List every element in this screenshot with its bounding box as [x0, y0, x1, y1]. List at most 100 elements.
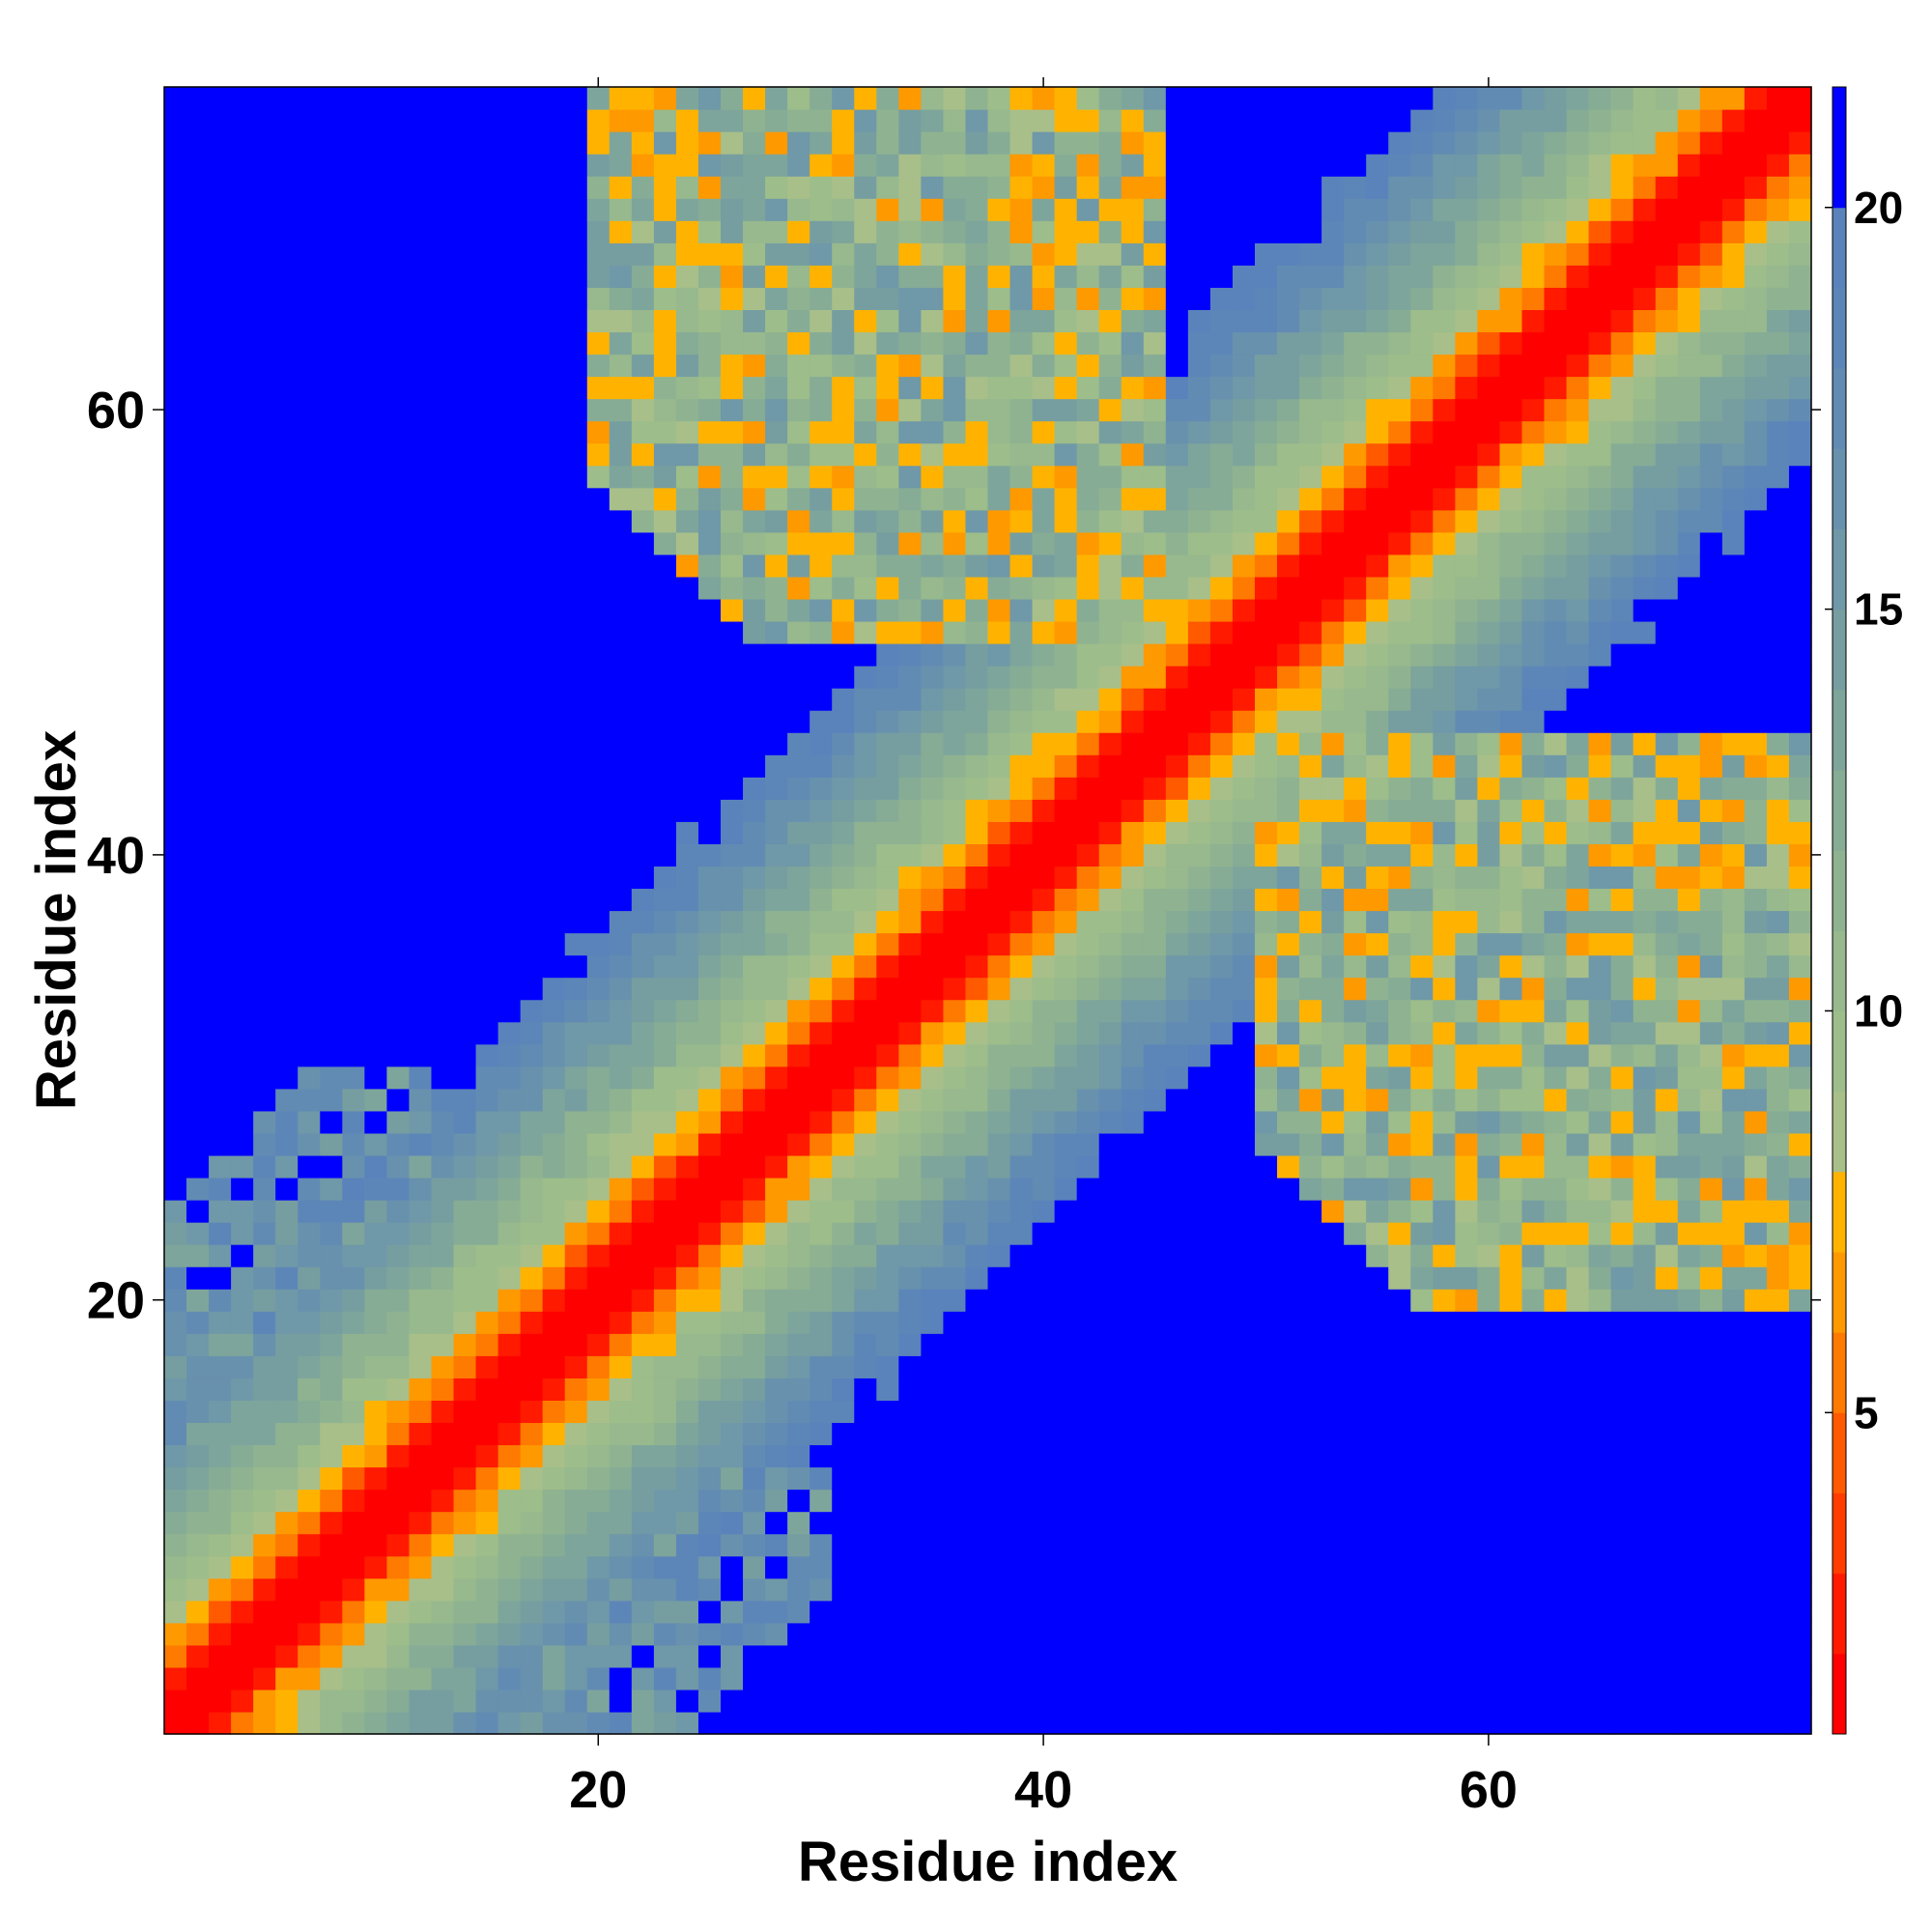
heatmap-cell: [164, 220, 187, 243]
heatmap-cell: [475, 977, 499, 1001]
heatmap-cell: [1277, 376, 1300, 400]
heatmap-cell: [253, 398, 276, 422]
heatmap-cell: [1009, 220, 1034, 243]
heatmap-cell: [320, 598, 343, 622]
heatmap-cell: [253, 754, 276, 778]
heatmap-cell: [1544, 1378, 1568, 1401]
heatmap-cell: [386, 1065, 411, 1090]
heatmap-cell: [1433, 1644, 1456, 1668]
heatmap-cell: [1610, 799, 1634, 822]
heatmap-cell: [1344, 777, 1367, 800]
heatmap-cell: [1344, 1154, 1367, 1179]
heatmap-cell: [1165, 154, 1189, 177]
heatmap-cell: [1076, 465, 1100, 489]
heatmap-cell: [164, 487, 187, 511]
heatmap-cell: [1544, 1244, 1568, 1267]
heatmap-cell: [987, 442, 1011, 467]
heatmap-cell: [743, 1021, 766, 1045]
heatmap-cell: [209, 910, 232, 934]
heatmap-cell: [1366, 1110, 1389, 1134]
heatmap-cell: [1165, 1088, 1189, 1112]
heatmap-cell: [898, 487, 922, 511]
heatmap-cell: [1232, 1444, 1256, 1468]
heatmap-cell: [1321, 777, 1345, 800]
heatmap-cell: [653, 732, 677, 755]
heatmap-cell: [1544, 1555, 1568, 1579]
heatmap-cell: [1410, 420, 1434, 444]
heatmap-cell: [453, 376, 477, 400]
heatmap-cell: [386, 309, 411, 333]
heatmap-cell: [342, 732, 365, 755]
heatmap-cell: [1032, 87, 1056, 110]
heatmap-cell: [1433, 1110, 1456, 1134]
heatmap-cell: [164, 777, 187, 800]
heatmap-cell: [409, 1065, 433, 1090]
heatmap-cell: [1455, 598, 1478, 622]
heatmap-cell: [810, 1355, 833, 1378]
heatmap-cell: [342, 1021, 365, 1045]
heatmap-cell: [898, 932, 922, 956]
heatmap-cell: [1410, 1666, 1434, 1690]
heatmap-cell: [1209, 176, 1234, 199]
heatmap-cell: [564, 554, 588, 578]
heatmap-cell: [1521, 465, 1546, 489]
heatmap-cell: [987, 598, 1011, 622]
heatmap-cell: [1299, 1666, 1322, 1690]
heatmap-cell: [1187, 999, 1211, 1023]
heatmap-cell: [987, 309, 1011, 333]
heatmap-cell: [1633, 442, 1657, 467]
heatmap-cell: [1187, 487, 1211, 511]
heatmap-cell: [1344, 1533, 1367, 1557]
heatmap-cell: [320, 666, 343, 689]
heatmap-cell: [1410, 1244, 1434, 1267]
heatmap-cell: [876, 866, 899, 890]
heatmap-cell: [1299, 287, 1322, 310]
heatmap-cell: [564, 1244, 588, 1267]
heatmap-cell: [298, 977, 321, 1001]
heatmap-cell: [186, 1043, 210, 1067]
heatmap-cell: [1277, 87, 1300, 110]
heatmap-cell: [1544, 531, 1568, 555]
heatmap-cell: [1009, 1378, 1034, 1401]
heatmap-cell: [1633, 1200, 1657, 1223]
heatmap-cell: [520, 1289, 544, 1312]
heatmap-cell: [409, 954, 433, 979]
heatmap-cell: [1209, 509, 1234, 533]
heatmap-cell: [653, 710, 677, 733]
heatmap-cell: [386, 910, 411, 934]
heatmap-cell: [631, 888, 655, 912]
heatmap-cell: [431, 109, 455, 132]
heatmap-cell: [1299, 1511, 1322, 1535]
heatmap-cell: [1366, 643, 1389, 667]
heatmap-cell: [164, 420, 187, 444]
heatmap-cell: [943, 1422, 967, 1446]
heatmap-cell: [253, 999, 276, 1023]
heatmap-cell: [631, 620, 655, 644]
heatmap-cell: [1209, 1065, 1234, 1090]
heatmap-cell: [1032, 198, 1056, 221]
heatmap-cell: [787, 1422, 810, 1446]
heatmap-cell: [675, 465, 699, 489]
heatmap-cell: [965, 1355, 989, 1378]
heatmap-cell: [1544, 465, 1568, 489]
heatmap-cell: [1521, 1289, 1546, 1312]
heatmap-cell: [164, 1154, 187, 1179]
heatmap-cell: [1121, 242, 1145, 266]
heatmap-cell: [1544, 1065, 1568, 1090]
heatmap-cell: [475, 799, 499, 822]
heatmap-cell: [542, 1444, 566, 1468]
heatmap-cell: [520, 954, 544, 979]
heatmap-cell: [386, 87, 411, 110]
heatmap-cell: [1521, 576, 1546, 600]
heatmap-cell: [876, 1711, 899, 1735]
heatmap-cell: [987, 620, 1011, 644]
heatmap-cell: [1321, 1422, 1345, 1446]
heatmap-cell: [1032, 1378, 1056, 1401]
heatmap-cell: [1076, 87, 1100, 110]
heatmap-cell: [1254, 1355, 1278, 1378]
heatmap-cell: [1544, 354, 1568, 378]
heatmap-cell: [609, 732, 633, 755]
heatmap-cell: [586, 1289, 611, 1312]
heatmap-cell: [497, 1088, 522, 1112]
heatmap-cell: [1187, 176, 1211, 199]
